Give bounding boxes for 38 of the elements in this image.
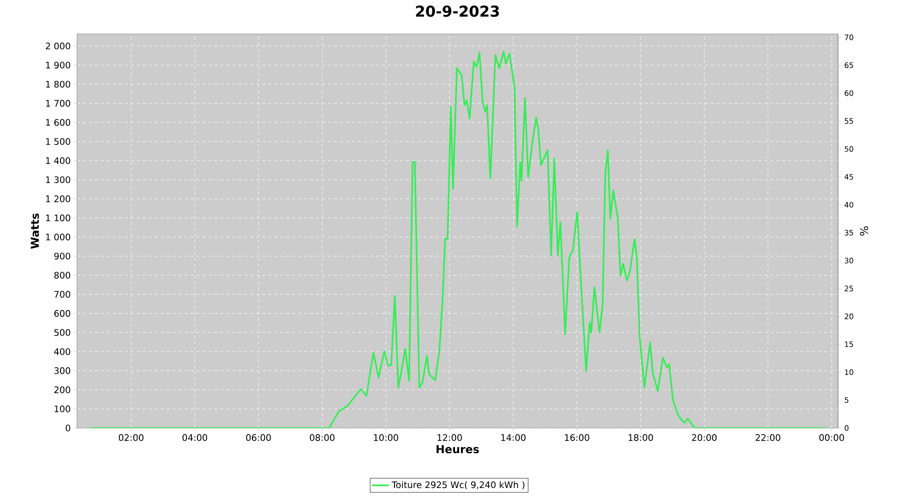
y-tick-label: 2 000: [46, 42, 70, 50]
y-tick-label: 1 400: [46, 157, 70, 164]
y-tick-label: 1 000: [46, 234, 70, 240]
legend-label: Toiture 2925 Wc( 9,240 kWh ): [392, 481, 524, 490]
x-tick-label: 10:00: [374, 434, 398, 441]
x-tick-label: 18:00: [628, 434, 653, 441]
y-tick-label: 1 900: [46, 62, 70, 69]
x-tick-label: 08:00: [310, 434, 334, 441]
y-tick-label: 1 700: [46, 100, 70, 107]
y-tick-label: 1 800: [46, 80, 70, 88]
y-tick-label: 200: [54, 386, 70, 394]
y2-axis-title: %: [860, 226, 868, 236]
x-tick-label: 04:00: [182, 434, 208, 441]
y-tick-label: 800: [54, 272, 70, 279]
y-tick-label: 700: [54, 290, 70, 298]
x-tick-label: 12:00: [438, 434, 462, 441]
y-tick-label: 100: [54, 406, 70, 412]
x-tick-label: 16:00: [564, 434, 590, 441]
y-tick-label: 900: [54, 252, 70, 260]
y-tick-label: 500: [54, 329, 70, 336]
y-tick-label: 1 300: [46, 176, 70, 184]
x-tick-label: 00:00: [819, 434, 844, 441]
x-tick-label: 22:00: [756, 434, 780, 441]
x-tick-label: 14:00: [501, 434, 526, 441]
y-tick-label: 1 100: [46, 214, 70, 222]
y-tick-label: 1 600: [46, 119, 70, 126]
x-axis-title: Heures: [436, 445, 479, 454]
chart-title: 20-9-2023: [416, 6, 499, 17]
y-tick-label: 0: [66, 424, 70, 432]
y-axis-title: Watts: [30, 213, 39, 249]
x-tick-label: 06:00: [246, 434, 271, 441]
y-tick-label: 400: [54, 348, 70, 355]
y-tick-label: 1 200: [46, 195, 70, 202]
x-tick-label: 02:00: [118, 434, 144, 441]
y-tick-label: 1 500: [46, 138, 70, 145]
x-tick-label: 20:00: [692, 434, 717, 441]
y-tick-label: 600: [54, 310, 70, 317]
y-tick-label: 300: [54, 367, 70, 374]
